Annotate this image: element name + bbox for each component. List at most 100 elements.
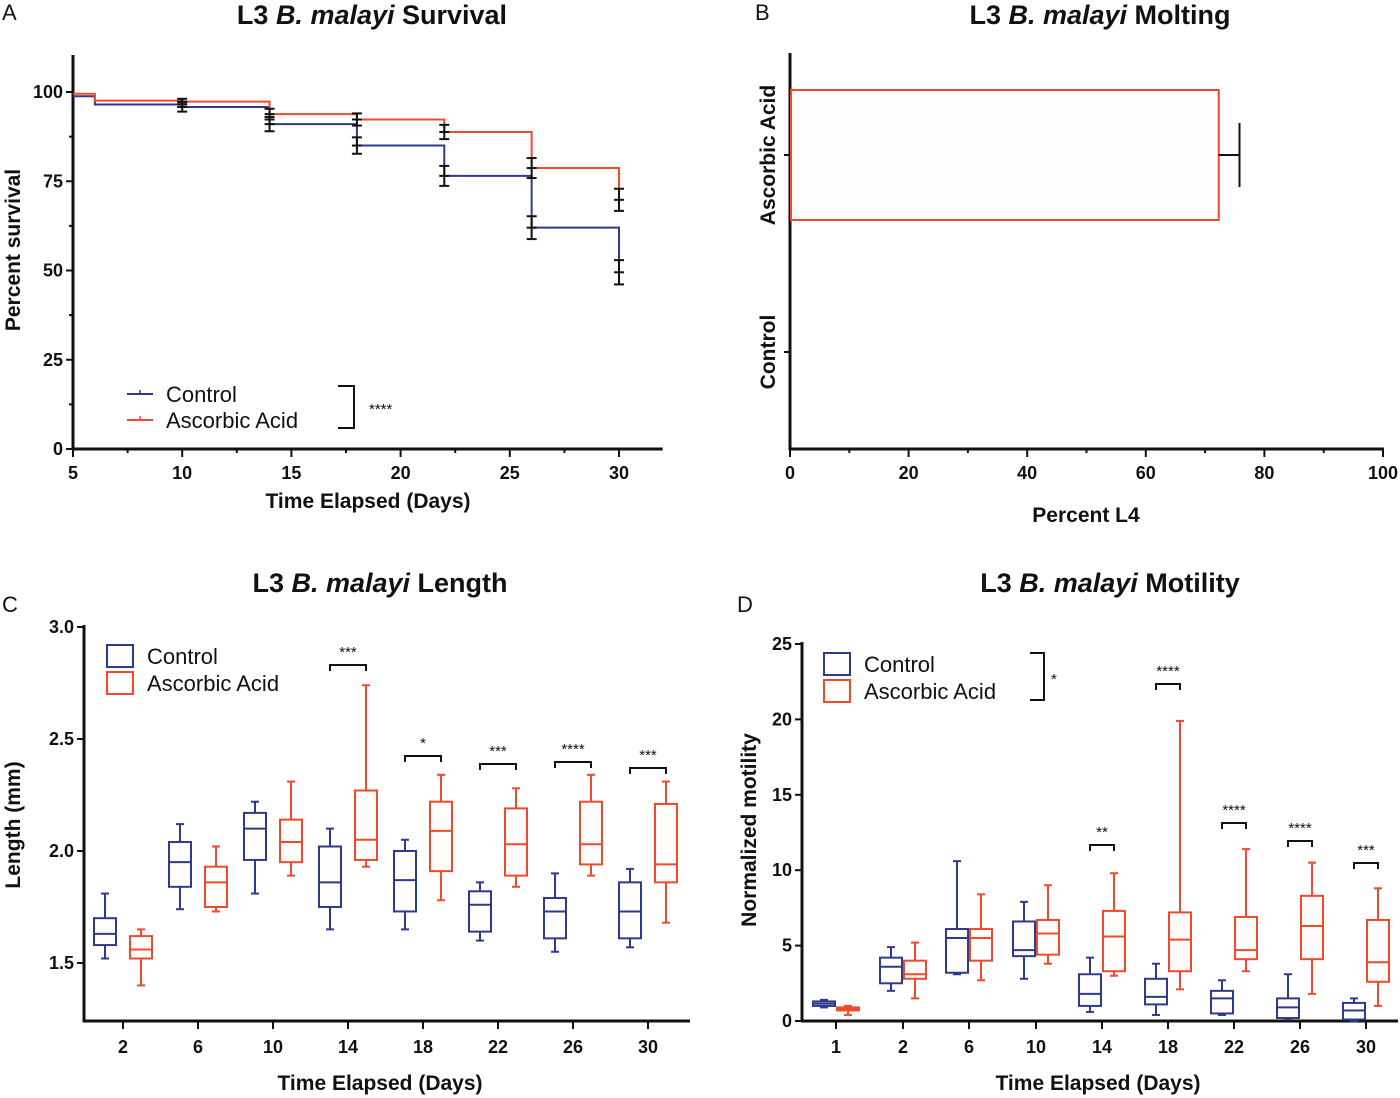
y-tick-label: 0 bbox=[53, 439, 63, 459]
x-tick-label: 10 bbox=[263, 1037, 283, 1057]
x-tick-label: 5 bbox=[68, 463, 78, 483]
box-iqr bbox=[1210, 989, 1234, 1015]
y-tick-label: 50 bbox=[43, 261, 63, 281]
box-control bbox=[468, 881, 492, 942]
x-tick-label: 60 bbox=[1136, 463, 1156, 483]
box-iqr bbox=[204, 865, 228, 908]
box-control bbox=[1210, 979, 1234, 1016]
box-iqr bbox=[354, 789, 378, 861]
legend-swatch-ascorbic bbox=[823, 679, 851, 703]
ylabel-d: Normalized motility bbox=[738, 733, 761, 927]
box-iqr bbox=[468, 890, 492, 933]
error-bar bbox=[439, 164, 450, 187]
x-tick-label: 40 bbox=[1017, 463, 1037, 483]
significance-bracket bbox=[1287, 840, 1313, 847]
x-tick-label: 26 bbox=[563, 1037, 583, 1057]
error-bar bbox=[526, 215, 537, 241]
box-iqr bbox=[945, 928, 969, 974]
significance-bracket bbox=[404, 755, 442, 762]
error-bar bbox=[351, 136, 362, 155]
significance-label: *** bbox=[339, 644, 357, 661]
y-tick-label: 5 bbox=[782, 936, 792, 956]
x-tick-label: 14 bbox=[338, 1037, 358, 1057]
y-tick-label: 15 bbox=[772, 785, 792, 805]
box-control bbox=[93, 892, 117, 960]
box-control bbox=[543, 872, 567, 953]
significance-bracket bbox=[479, 763, 517, 770]
y-category-label: Ascorbic Acid bbox=[757, 85, 780, 225]
title-d: L3 B. malayi Motility bbox=[980, 568, 1240, 598]
box-control bbox=[945, 860, 969, 976]
box-iqr bbox=[129, 935, 153, 960]
xlabel-c: Time Elapsed (Days) bbox=[277, 1072, 482, 1095]
x-tick-label: 10 bbox=[172, 463, 192, 483]
significance-bracket bbox=[1089, 844, 1115, 851]
x-tick-label: 6 bbox=[193, 1037, 203, 1057]
length-chart: 1.52.02.53.02 6 10 14***18*22***26****30***… bbox=[49, 617, 690, 1057]
box-control bbox=[243, 800, 267, 895]
legend-label: Control bbox=[147, 644, 218, 669]
significance-label: **** bbox=[1222, 802, 1246, 819]
box-control bbox=[318, 827, 342, 931]
box-control bbox=[812, 998, 836, 1009]
y-tick-label: 1.5 bbox=[49, 953, 74, 973]
box-control bbox=[1078, 956, 1102, 1013]
error-bar bbox=[351, 112, 362, 127]
significance-bracket bbox=[629, 767, 667, 774]
title-b: L3 B. malayi Molting bbox=[969, 0, 1230, 30]
box-iqr bbox=[903, 959, 927, 980]
significance-label: *** bbox=[639, 747, 657, 764]
box-iqr bbox=[879, 956, 903, 985]
box-ascorbic bbox=[1300, 861, 1324, 995]
significance-bracket bbox=[554, 761, 592, 768]
error-bar bbox=[264, 107, 275, 121]
title-c: L3 B. malayi Length bbox=[252, 568, 507, 598]
significance-label: **** bbox=[369, 401, 393, 418]
significance-label: *** bbox=[489, 743, 507, 760]
x-tick-label: 18 bbox=[1158, 1037, 1178, 1057]
xlabel-b: Percent L4 bbox=[1032, 504, 1140, 527]
y-tick-label: 100 bbox=[33, 82, 63, 102]
ascorbic-survival-line bbox=[73, 92, 620, 200]
y-tick-label: 0 bbox=[782, 1011, 792, 1031]
box-iqr bbox=[969, 928, 993, 962]
x-tick-label: 0 bbox=[785, 463, 795, 483]
box-iqr bbox=[543, 897, 567, 940]
legend-swatch-control bbox=[823, 652, 851, 676]
x-tick-label: 26 bbox=[1290, 1037, 1310, 1057]
legend-label: Control bbox=[864, 652, 935, 677]
box-control bbox=[168, 823, 192, 911]
box-control bbox=[393, 838, 417, 931]
significance-bracket bbox=[1221, 822, 1247, 829]
box-iqr bbox=[243, 811, 267, 861]
x-tick-label: 22 bbox=[1224, 1037, 1244, 1057]
box-iqr bbox=[1102, 909, 1126, 973]
y-tick-label: 2.5 bbox=[49, 729, 74, 749]
box-iqr bbox=[654, 802, 678, 884]
significance-bracket bbox=[1030, 652, 1045, 701]
x-tick-label: 80 bbox=[1254, 463, 1274, 483]
significance-label: **** bbox=[561, 741, 585, 758]
significance-label: *** bbox=[1357, 842, 1375, 859]
significance-label: **** bbox=[1288, 820, 1312, 837]
box-ascorbic bbox=[279, 780, 303, 877]
x-tick-label: 25 bbox=[500, 463, 520, 483]
panel-letter-d: D bbox=[737, 592, 753, 617]
significance-bracket bbox=[338, 385, 355, 429]
y-tick-label: 3.0 bbox=[49, 617, 74, 637]
significance-label: ** bbox=[1096, 824, 1108, 841]
box-iqr bbox=[1168, 911, 1192, 973]
x-tick-label: 15 bbox=[281, 463, 301, 483]
error-bar bbox=[177, 97, 188, 106]
x-tick-label: 2 bbox=[898, 1037, 908, 1057]
panel-letter-c: C bbox=[2, 592, 18, 617]
box-ascorbic bbox=[354, 684, 378, 868]
bar-ascorbic bbox=[790, 89, 1220, 221]
box-iqr bbox=[618, 881, 642, 940]
panel-letter-b: B bbox=[755, 0, 770, 25]
xlabel-d: Time Elapsed (Days) bbox=[995, 1072, 1200, 1095]
